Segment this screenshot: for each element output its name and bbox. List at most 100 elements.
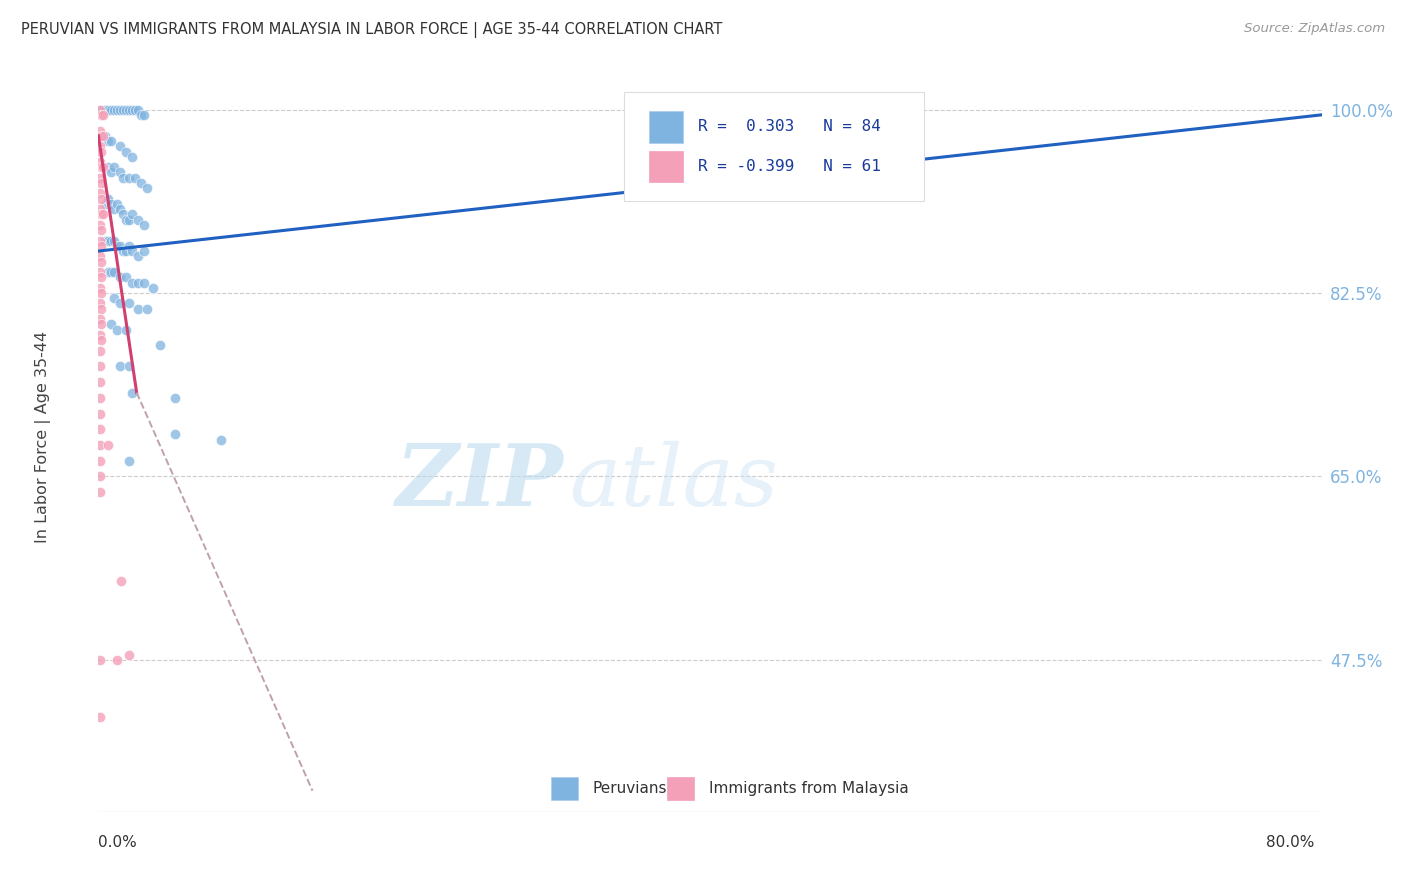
Point	[89, 653, 111, 667]
Point	[97, 438, 120, 452]
Point	[89, 249, 111, 263]
Point	[127, 103, 149, 117]
Point	[93, 103, 115, 117]
Point	[121, 385, 143, 400]
Point	[108, 103, 131, 117]
Point	[90, 103, 112, 117]
Text: Peruvians: Peruvians	[592, 781, 666, 796]
Point	[163, 391, 186, 405]
Point	[118, 239, 141, 253]
Bar	[650, 112, 683, 143]
Point	[115, 270, 138, 285]
Point	[103, 202, 125, 216]
Point	[93, 197, 115, 211]
Point	[97, 160, 120, 174]
Point	[121, 244, 143, 258]
Point	[93, 234, 115, 248]
Text: R = -0.399   N = 61: R = -0.399 N = 61	[697, 159, 880, 174]
Point	[100, 103, 122, 117]
Point	[89, 123, 111, 137]
Point	[100, 134, 122, 148]
Point	[163, 427, 186, 442]
Point	[118, 212, 141, 227]
Point	[134, 244, 156, 258]
Point	[118, 103, 141, 117]
Point	[89, 234, 111, 248]
Point	[103, 160, 125, 174]
Point	[118, 359, 141, 374]
Point	[89, 155, 111, 169]
Point	[105, 653, 128, 667]
Point	[108, 139, 131, 153]
Point	[90, 176, 112, 190]
Point	[111, 170, 134, 185]
Point	[623, 113, 645, 128]
Point	[89, 453, 111, 467]
Point	[115, 244, 138, 258]
Point	[129, 176, 152, 190]
Point	[90, 285, 112, 300]
Point	[97, 103, 120, 117]
Point	[103, 291, 125, 305]
Point	[90, 333, 112, 347]
Point	[89, 327, 111, 342]
Point	[100, 265, 122, 279]
Point	[111, 207, 134, 221]
Point	[100, 197, 122, 211]
Point	[121, 150, 143, 164]
Point	[97, 192, 120, 206]
Point	[100, 165, 122, 179]
Point	[90, 128, 112, 143]
Point	[103, 103, 125, 117]
Point	[136, 301, 159, 316]
Text: In Labor Force | Age 35-44: In Labor Force | Age 35-44	[35, 331, 52, 543]
Point	[142, 281, 165, 295]
Point	[118, 453, 141, 467]
FancyBboxPatch shape	[624, 93, 924, 201]
Point	[90, 207, 112, 221]
Point	[127, 249, 149, 263]
Text: 0.0%: 0.0%	[98, 836, 138, 850]
Point	[105, 103, 128, 117]
Point	[127, 276, 149, 290]
Point	[115, 145, 138, 159]
Point	[89, 469, 111, 483]
Point	[91, 160, 114, 174]
Bar	[668, 777, 695, 800]
Point	[103, 265, 125, 279]
Point	[89, 485, 111, 500]
Point	[115, 103, 138, 117]
Point	[136, 181, 159, 195]
Point	[89, 343, 111, 358]
Bar	[650, 151, 683, 182]
Point	[118, 648, 141, 662]
Point	[121, 207, 143, 221]
Point	[124, 103, 146, 117]
Point	[108, 296, 131, 310]
Point	[91, 108, 114, 122]
Point	[124, 170, 146, 185]
Point	[90, 270, 112, 285]
Point	[149, 338, 172, 352]
Point	[90, 160, 112, 174]
Point	[89, 186, 111, 201]
Point	[209, 433, 232, 447]
Text: atlas: atlas	[569, 441, 779, 524]
Point	[90, 254, 112, 268]
Point	[90, 223, 112, 237]
Text: Source: ZipAtlas.com: Source: ZipAtlas.com	[1244, 22, 1385, 36]
Point	[90, 192, 112, 206]
Point	[134, 276, 156, 290]
Point	[89, 359, 111, 374]
Point	[100, 318, 122, 332]
Point	[89, 407, 111, 421]
Point	[121, 276, 143, 290]
Point	[89, 103, 111, 117]
Point	[121, 103, 143, 117]
Text: R =  0.303   N = 84: R = 0.303 N = 84	[697, 120, 880, 135]
Point	[89, 438, 111, 452]
Point	[129, 108, 152, 122]
Point	[115, 212, 138, 227]
Text: PERUVIAN VS IMMIGRANTS FROM MALAYSIA IN LABOR FORCE | AGE 35-44 CORRELATION CHAR: PERUVIAN VS IMMIGRANTS FROM MALAYSIA IN …	[21, 22, 723, 38]
Point	[89, 202, 111, 216]
